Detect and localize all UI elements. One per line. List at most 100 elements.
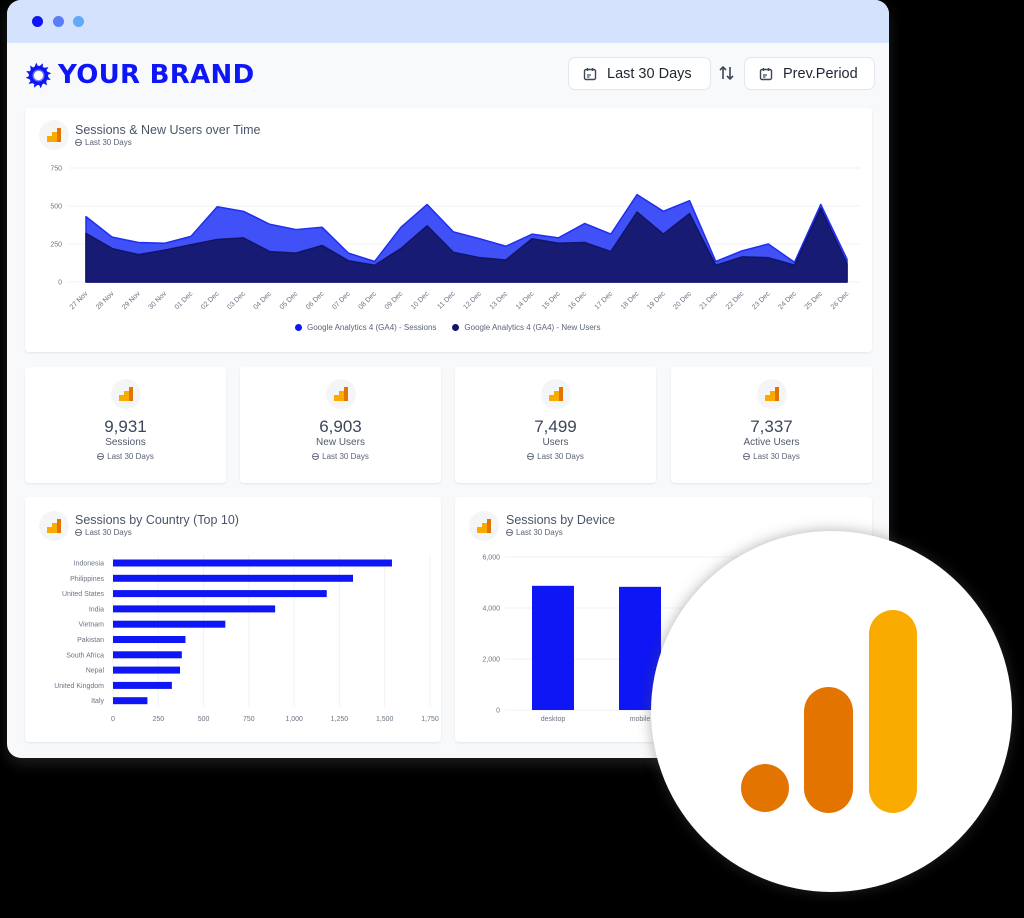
svg-text:06 Dec: 06 Dec — [305, 290, 326, 311]
svg-text:0: 0 — [58, 280, 62, 287]
kpi-value: 7,337 — [750, 417, 793, 436]
svg-text:25 Dec: 25 Dec — [804, 290, 825, 311]
swap-arrows-icon[interactable] — [718, 63, 736, 83]
kpi-card-sessions: 9,931 Sessions Last 30 Days — [25, 367, 226, 483]
chart-subtitle: Last 30 Days — [506, 528, 563, 537]
svg-text:07 Dec: 07 Dec — [331, 290, 352, 311]
ga-badge — [39, 120, 69, 150]
kpi-value: 9,931 — [104, 417, 147, 436]
ga-badge — [326, 379, 356, 409]
svg-text:500: 500 — [50, 204, 62, 211]
svg-text:South Africa: South Africa — [66, 652, 104, 659]
country-bar-chart[interactable]: 0 250 500 750 1,000 1,250 1,500 1,750 Indonesia P… — [25, 497, 441, 742]
svg-text:14 Dec: 14 Dec — [515, 290, 536, 311]
google-analytics-logo-badge — [651, 531, 1012, 892]
svg-text:21 Dec: 21 Dec — [699, 290, 720, 311]
brand-sun-icon — [25, 62, 52, 88]
globe-icon — [75, 139, 82, 146]
calendar-icon — [759, 67, 773, 80]
svg-text:23 Dec: 23 Dec — [751, 290, 772, 311]
compare-period-button[interactable]: Prev.Period — [744, 57, 875, 90]
svg-text:29 Nov: 29 Nov — [121, 290, 142, 311]
compare-period-label: Prev.Period — [783, 65, 858, 82]
svg-text:04 Dec: 04 Dec — [252, 290, 273, 311]
svg-text:1,500: 1,500 — [376, 716, 394, 723]
window-dot-3[interactable] — [73, 16, 84, 27]
kpi-value: 7,499 — [534, 417, 577, 436]
kpi-label: New Users — [316, 437, 365, 448]
svg-text:6,000: 6,000 — [482, 555, 500, 562]
chart-subtitle: Last 30 Days — [75, 528, 132, 537]
kpi-subtitle: Last 30 Days — [25, 452, 226, 461]
globe-icon — [527, 453, 535, 460]
svg-text:250: 250 — [50, 242, 62, 249]
globe-icon — [743, 453, 751, 460]
svg-text:250: 250 — [152, 716, 164, 723]
google-analytics-icon — [119, 387, 133, 401]
svg-text:27 Nov: 27 Nov — [69, 290, 90, 311]
svg-text:1,750: 1,750 — [421, 716, 439, 723]
dashboard-window: YOUR BRAND Last 30 Days Prev.Period Sess… — [7, 0, 889, 758]
calendar-icon — [583, 67, 597, 80]
svg-text:30 Nov: 30 Nov — [147, 290, 168, 311]
google-analytics-icon — [549, 387, 563, 401]
svg-text:19 Dec: 19 Dec — [646, 290, 667, 311]
ga-badge — [469, 511, 499, 541]
date-range-button[interactable]: Last 30 Days — [568, 57, 711, 90]
brand-name: YOUR BRAND — [58, 60, 255, 90]
svg-text:1,000: 1,000 — [285, 716, 303, 723]
google-analytics-icon — [334, 387, 348, 401]
chart-title: Sessions by Device — [506, 513, 616, 527]
svg-text:08 Dec: 08 Dec — [357, 290, 378, 311]
chart-subtitle: Last 30 Days — [75, 138, 132, 147]
kpi-label: Active Users — [743, 437, 800, 448]
sessions-area-chart[interactable]: 0 250 500 750 27 Nov 28 Nov 29 Nov 30 Nov 01 Dec… — [25, 108, 872, 323]
sessions-over-time-card: Sessions & New Users over Time Last 30 D… — [25, 108, 872, 352]
svg-text:26 Dec: 26 Dec — [830, 290, 851, 311]
svg-text:mobile: mobile — [630, 716, 651, 723]
legend-item-new-users[interactable]: Google Analytics 4 (GA4) - New Users — [452, 323, 600, 332]
svg-text:12 Dec: 12 Dec — [462, 290, 483, 311]
svg-text:11 Dec: 11 Dec — [437, 290, 458, 311]
kpi-card-users: 7,499 Users Last 30 Days — [455, 367, 656, 483]
svg-text:10 Dec: 10 Dec — [410, 290, 431, 311]
svg-text:09 Dec: 09 Dec — [384, 290, 405, 311]
kpi-card-active-users: 7,337 Active Users Last 30 Days — [671, 367, 872, 483]
svg-text:4,000: 4,000 — [482, 606, 500, 613]
svg-text:United States: United States — [62, 591, 105, 598]
svg-text:17 Dec: 17 Dec — [594, 290, 615, 311]
svg-text:13 Dec: 13 Dec — [489, 290, 510, 311]
google-analytics-icon — [47, 519, 61, 533]
svg-text:0: 0 — [496, 708, 500, 715]
svg-text:750: 750 — [243, 716, 255, 723]
svg-text:Italy: Italy — [91, 698, 104, 705]
window-dot-2[interactable] — [53, 16, 64, 27]
sessions-by-country-card: Sessions by Country (Top 10) Last 30 Day… — [25, 497, 441, 742]
legend-item-sessions[interactable]: Google Analytics 4 (GA4) - Sessions — [295, 323, 436, 332]
svg-text:15 Dec: 15 Dec — [541, 290, 562, 311]
kpi-subtitle: Last 30 Days — [240, 452, 441, 461]
svg-text:500: 500 — [198, 716, 210, 723]
svg-text:750: 750 — [50, 166, 62, 173]
svg-text:20 Dec: 20 Dec — [672, 290, 693, 311]
ga-badge — [757, 379, 787, 409]
window-dot-1[interactable] — [32, 16, 43, 27]
kpi-subtitle: Last 30 Days — [455, 452, 656, 461]
window-titlebar — [7, 0, 889, 43]
svg-text:16 Dec: 16 Dec — [567, 290, 588, 311]
google-analytics-logo-icon — [741, 610, 917, 813]
ga-badge — [541, 379, 571, 409]
svg-text:03 Dec: 03 Dec — [226, 290, 247, 311]
globe-icon — [312, 453, 320, 460]
svg-text:Nepal: Nepal — [86, 668, 105, 675]
svg-text:1,250: 1,250 — [331, 716, 349, 723]
svg-text:24 Dec: 24 Dec — [777, 290, 798, 311]
svg-text:2,000: 2,000 — [482, 657, 500, 664]
google-analytics-icon — [477, 519, 491, 533]
brand: YOUR BRAND — [25, 60, 255, 90]
svg-text:22 Dec: 22 Dec — [725, 290, 746, 311]
chart-title: Sessions by Country (Top 10) — [75, 513, 239, 527]
svg-text:Vietnam: Vietnam — [78, 622, 104, 629]
kpi-value: 6,903 — [319, 417, 362, 436]
ga-badge — [111, 379, 141, 409]
